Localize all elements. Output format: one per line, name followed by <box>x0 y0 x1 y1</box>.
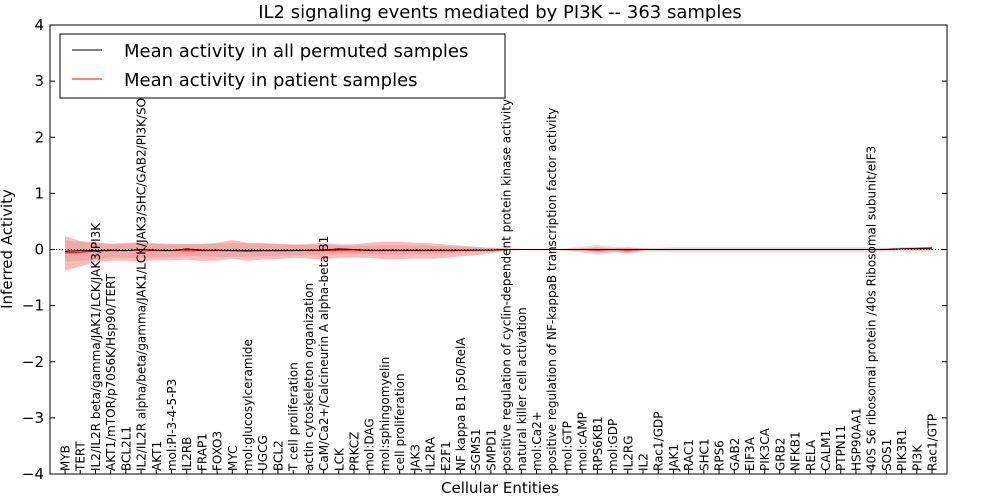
x-tick-label: FOXO3 <box>211 431 225 471</box>
x-tick-label: RAC1 <box>682 439 696 471</box>
x-tick-label: cell proliferation <box>393 373 407 471</box>
x-tick-label: IL2 <box>637 453 651 471</box>
x-tick-label: mol:GTP <box>560 421 574 471</box>
series-line-permuted <box>64 248 932 252</box>
x-tick-label: T cell proliferation <box>287 362 301 472</box>
x-tick-label: NF kappa B1 p50/RelA <box>454 337 468 471</box>
x-tick-label: RPS6KB1 <box>591 416 605 471</box>
x-tick-label: IL2/IL2R beta/gamma/JAK1/LCK/JAK3/PI3K <box>89 222 103 471</box>
x-tick-label: PIK3R1 <box>895 429 909 471</box>
x-tick-label: SGMS1 <box>469 428 483 471</box>
x-tick-label: JAK3 <box>408 444 422 472</box>
x-tick-label: HSP90AA1 <box>849 407 863 471</box>
x-tick-label: Rac1/GTP <box>926 414 940 471</box>
x-tick-label: IL2RA <box>424 436 438 471</box>
x-tick-label: EIF3A <box>743 436 757 471</box>
x-tick-label: mol:Ca2+ <box>530 411 544 471</box>
x-tick-label: IL2/IL2R alpha/beta/gamma/JAK1/LCK/JAK3/… <box>135 54 149 471</box>
x-tick-label: SHC1 <box>697 438 711 471</box>
x-tick-label: mol:DAG <box>363 418 377 471</box>
x-tick-label: PRKCZ <box>348 432 362 471</box>
x-tick-label: 40S S6 ribosomal protein /40s Ribosomal … <box>865 146 879 471</box>
x-tick-label: AKT1/mTOR/p70S6K/Hsp90/TERT <box>104 273 118 471</box>
band-patient <box>65 236 932 271</box>
x-tick-label: CaM/Ca2+/Calcineurin A alpha-beta B1 <box>317 236 331 471</box>
x-tick-label: mol:cAMP <box>576 412 590 471</box>
x-tick-label: E2F1 <box>439 441 453 471</box>
y-tick-label: −2 <box>22 353 44 371</box>
y-tick-label: 0 <box>34 241 44 259</box>
y-tick-label: 4 <box>34 16 44 34</box>
x-tick-label: positive regulation of cyclin-dependent … <box>500 99 514 471</box>
x-tick-label: mol:sphingomyelin <box>378 357 392 471</box>
y-tick-label: −4 <box>22 465 44 483</box>
x-tick-label: SOS1 <box>880 439 894 471</box>
x-tick-label: TERT <box>74 441 88 472</box>
x-tick-label: IL2RB <box>180 437 194 471</box>
x-tick-label: MYB <box>59 445 73 471</box>
y-axis-title: Inferred Activity <box>0 189 16 309</box>
x-tick-label: UGCG <box>256 435 270 471</box>
x-tick-label: GRB2 <box>773 437 787 471</box>
x-tick-label: actin cytoskeleton organization <box>302 283 316 471</box>
x-tick-label: MYC <box>226 446 240 471</box>
x-tick-label: positive regulation of NF-kappaB transcr… <box>545 108 559 471</box>
y-tick-label: 3 <box>34 72 44 90</box>
plot-area: −4 −3 −2 −1 0 1 2 3 4 MYB TERT IL2/IL2R beta/gamma/… <box>22 16 948 483</box>
x-tick-label: NFKB1 <box>789 431 803 471</box>
x-tick-label: RELA <box>804 439 818 471</box>
x-axis-title: Cellular Entities <box>441 479 559 497</box>
x-tick-label: Rac1/GDP <box>652 412 666 471</box>
x-tick-label: SMPD1 <box>484 429 498 471</box>
y-tick-label: −3 <box>22 409 44 427</box>
x-tick-label: JAK1 <box>667 444 681 472</box>
x-tick-label: AKT1 <box>150 441 164 471</box>
x-tick-label: BCL2L1 <box>119 426 133 471</box>
x-tick-label: PTPN11 <box>834 425 848 471</box>
x-tick-label: mol:PI-3-4-5-P3 <box>165 379 179 471</box>
y-tick-label: 1 <box>34 184 44 202</box>
x-tick-label: FRAP1 <box>195 433 209 471</box>
y-tick-label: −1 <box>22 297 44 315</box>
x-tick-label: LCK <box>332 447 346 471</box>
y-tick-label: 2 <box>34 128 44 146</box>
x-tick-label: BCL2 <box>271 440 285 471</box>
legend-label-patient: Mean activity in patient samples <box>124 70 418 91</box>
x-tick-label: PI3K <box>910 444 924 471</box>
legend-frame <box>59 33 506 99</box>
x-tick-label: RPS6 <box>713 440 727 471</box>
legend-label-permuted: Mean activity in all permuted samples <box>124 41 468 62</box>
x-tick-label: GAB2 <box>728 438 742 471</box>
x-tick-label: PIK3CA <box>758 427 772 471</box>
legend: Mean activity in all permuted samples Me… <box>59 33 506 99</box>
band-permuted <box>65 240 932 262</box>
x-tick-label: mol:glucosylceramide <box>241 339 255 471</box>
x-tick-label: CALM1 <box>819 430 833 471</box>
x-tick-label: mol:GDP <box>606 419 620 471</box>
chart-title: IL2 signaling events mediated by PI3K --… <box>258 2 742 23</box>
x-tick-label: natural killer cell activation <box>515 307 529 471</box>
x-tick-label: IL2RG <box>621 436 635 472</box>
